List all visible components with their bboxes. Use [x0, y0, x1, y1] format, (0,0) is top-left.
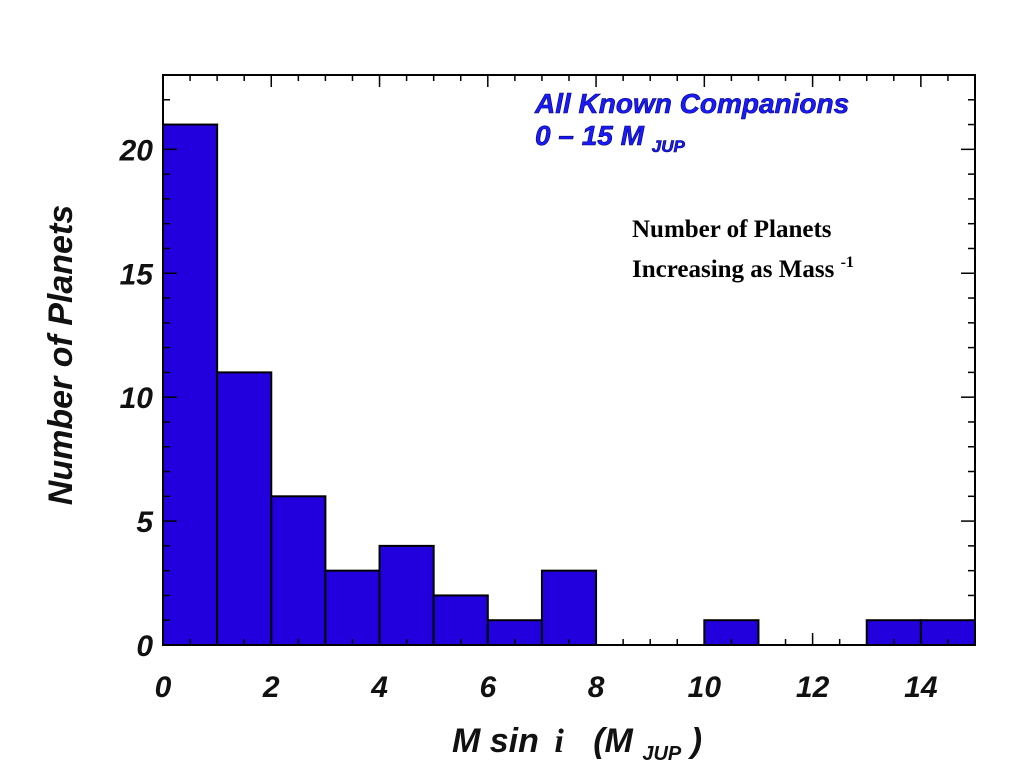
x-axis-label-var: i [554, 723, 564, 760]
x-axis-label: M sin i (M JUP ) [452, 722, 702, 768]
x-tick-label: 10 [688, 671, 722, 704]
bars-group [162, 123, 976, 647]
histogram-bar [540, 569, 598, 646]
legend-line2: 0 – 15 M JUP [535, 120, 685, 156]
x-axis-label-close: ) [688, 722, 702, 760]
y-tick-label: 20 [119, 134, 154, 167]
x-tick-label: 6 [479, 671, 496, 704]
x-tick-label: 8 [588, 671, 605, 704]
x-axis-label-open: (M [593, 722, 633, 760]
x-tick-label: 0 [155, 671, 172, 704]
annotation-line2: Increasing as Mass -1 [632, 254, 854, 283]
ticks-group [162, 74, 976, 646]
histogram-bar [432, 594, 489, 646]
x-tick-label: 2 [262, 671, 280, 704]
tick-labels-group: 0 2 4 6 8 10 12 14 0 5 10 15 20 [119, 134, 938, 704]
histogram-bar [216, 371, 273, 646]
y-tick-label: 0 [136, 630, 153, 663]
legend-line2-sub: JUP [652, 137, 686, 156]
y-tick-label: 15 [120, 258, 155, 291]
legend-line1: All Known Companions [534, 88, 849, 119]
x-tick-label: 14 [904, 671, 938, 704]
annotation-line1: Number of Planets [632, 216, 832, 243]
annotation-line2-main: Increasing as Mass [632, 256, 835, 283]
legend-line2-main: 0 – 15 M [535, 120, 645, 151]
histogram-bar [324, 569, 381, 646]
histogram-bar [270, 495, 327, 646]
y-tick-label: 5 [136, 506, 154, 539]
x-axis-label-sub: JUP [642, 743, 682, 765]
y-tick-label: 10 [120, 382, 154, 415]
annotation-line2-sup: -1 [841, 254, 854, 271]
y-axis-label: Number of Planets [42, 205, 80, 505]
histogram-bar [162, 123, 219, 646]
histogram-bar [378, 544, 435, 646]
x-tick-label: 4 [370, 671, 388, 704]
x-tick-label: 12 [796, 671, 830, 704]
x-axis-label-main: M sin [452, 722, 539, 760]
